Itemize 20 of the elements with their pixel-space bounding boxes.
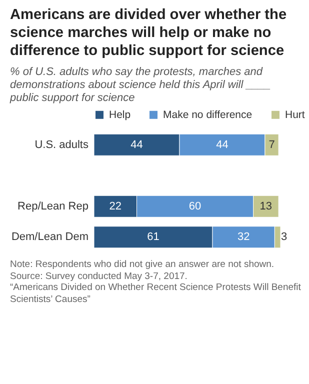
y-tick-label: Dem/Lean Dem: [11, 231, 88, 244]
legend-label: Hurt: [285, 108, 305, 121]
data-label: 3: [280, 231, 288, 244]
chart-subtitle: % of U.S. adults who say the protests, marches and demonstrations about science held this April will ____ public support for science: [10, 66, 272, 105]
data-label: 22: [109, 200, 122, 212]
text: “Americans Divided on Whether Recent Science Protests Will Benefit Scientists’ Causes”: [10, 282, 302, 305]
data-label: 61: [147, 231, 160, 244]
y-tick-label: Rep/Lean Rep: [18, 200, 88, 212]
data-label: 44: [216, 138, 228, 151]
chart-title: Americans are divided over whether the science marches will help or make no difference to public support for science: [10, 6, 288, 60]
data-label: 44: [130, 138, 143, 151]
data-label: 32: [237, 231, 250, 244]
legend-label: Make no difference: [163, 108, 252, 121]
legend-label: Help: [109, 108, 131, 121]
source-note: Source: Survey conducted May 3-7, 2017.: [10, 270, 188, 282]
text: Note: Respondents who did not give an answer are not shown.: [10, 259, 276, 270]
data-label: 13: [260, 200, 272, 212]
data-label: 60: [188, 200, 202, 212]
data-label: 7: [268, 138, 275, 151]
y-tick-label: U.S. adults: [34, 138, 89, 151]
